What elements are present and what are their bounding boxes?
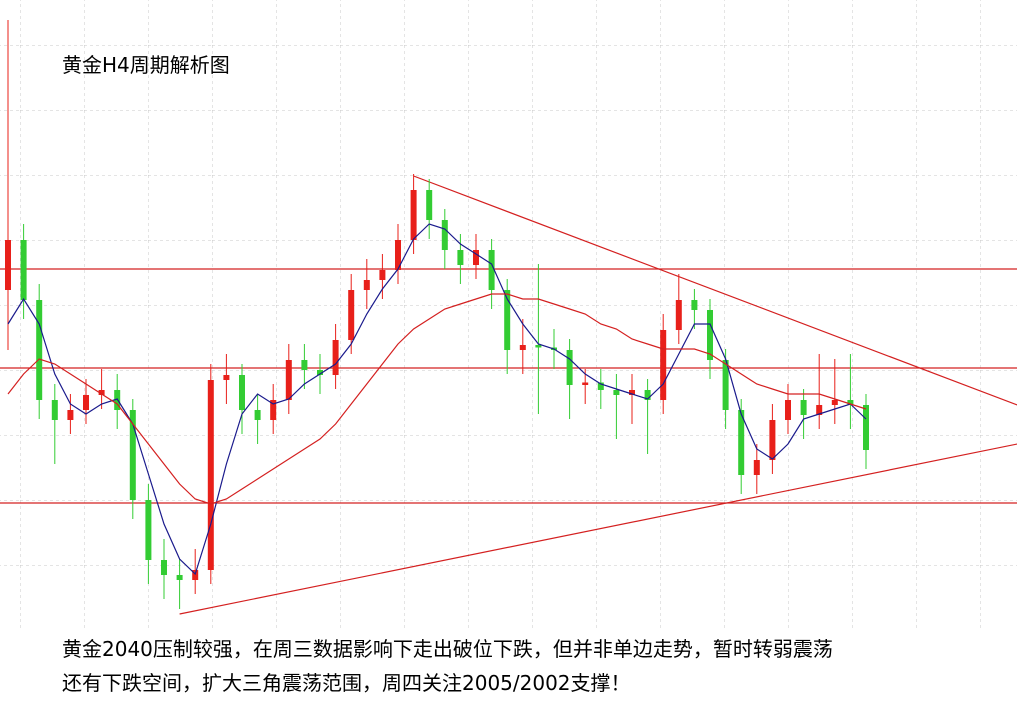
candle-body <box>36 300 43 400</box>
candle-body <box>161 560 167 575</box>
candle-body <box>582 382 589 385</box>
candle-body <box>20 240 27 300</box>
candle-body <box>519 345 526 350</box>
candle-body <box>51 400 58 420</box>
candle-body <box>535 345 542 348</box>
candle-body <box>644 390 651 400</box>
candle-body <box>691 300 698 310</box>
candle-body <box>863 405 869 450</box>
candle-body <box>207 380 214 570</box>
candle-body <box>738 410 745 475</box>
candle-body <box>566 350 573 385</box>
candle-body <box>176 575 183 580</box>
candle-body <box>816 405 823 415</box>
candle-body <box>254 410 261 420</box>
candle-body <box>270 400 277 420</box>
candle-body <box>441 220 448 250</box>
candle-body <box>395 240 401 270</box>
chart-title: 黄金H4周期解析图 <box>62 53 230 77</box>
candle-body <box>629 390 635 395</box>
candle-body <box>488 250 495 290</box>
candle-body <box>332 340 339 375</box>
candle-body <box>348 290 355 340</box>
candle-body <box>192 570 199 580</box>
candle-body <box>98 390 105 395</box>
candle-body <box>379 270 386 280</box>
candle-body <box>410 190 417 240</box>
candle-body <box>504 290 511 350</box>
candle-body <box>473 250 479 265</box>
trend-line <box>179 443 1017 615</box>
candle-body <box>5 240 11 290</box>
moving-average <box>7 293 867 505</box>
candle-body <box>831 400 838 405</box>
plot <box>0 20 1017 615</box>
candle-body <box>317 370 323 375</box>
candle-body <box>363 280 370 290</box>
annotation: 黄金2040压制较强，在周三数据影响下走出破位下跌，但并非单边走势，暂时转弱震荡 <box>62 637 833 661</box>
candle-body <box>67 410 74 420</box>
candle-body <box>675 300 682 330</box>
candle-body <box>223 375 230 380</box>
candle-body <box>426 190 433 220</box>
annotation: 还有下跌空间，扩大三角震荡范围，周四关注2005/2002支撑！ <box>62 671 631 695</box>
candle-body <box>753 460 760 475</box>
candle-body <box>597 382 604 390</box>
candle-body <box>722 360 729 410</box>
candle-body <box>83 395 89 410</box>
candle-body <box>847 400 854 405</box>
candle-body <box>769 420 776 460</box>
candle-body <box>239 375 245 410</box>
candle-body <box>301 360 308 370</box>
candle-body <box>285 360 292 400</box>
moving-average <box>7 223 867 576</box>
candle-body <box>707 310 713 360</box>
candle-body <box>457 250 464 265</box>
candle-body <box>145 500 152 560</box>
candle-body <box>785 400 791 420</box>
candle-body <box>660 330 667 400</box>
candle-body <box>800 400 807 415</box>
trend-line <box>413 175 1017 406</box>
candle-body <box>129 410 136 500</box>
candle-body <box>613 390 620 395</box>
